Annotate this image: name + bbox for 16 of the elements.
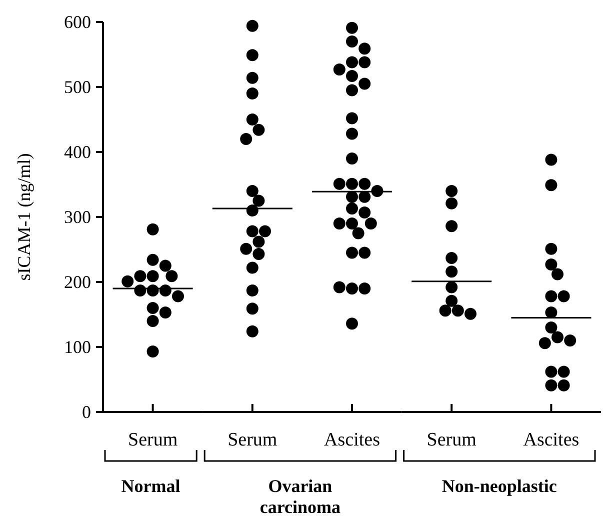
y-tick-label: 0 bbox=[82, 402, 91, 422]
x-axis-title: Ovarian carcinoma bbox=[260, 476, 341, 517]
x-tick-label: Serum bbox=[128, 429, 178, 450]
x-axis-title: Normal bbox=[121, 476, 180, 496]
x-axis-title: Non-neoplastic bbox=[442, 476, 557, 496]
y-tick-label: 600 bbox=[64, 12, 91, 32]
x-tick-label: Serum bbox=[228, 429, 278, 450]
y-tick-label: 200 bbox=[64, 272, 91, 292]
x-tick-label: Serum bbox=[426, 429, 477, 450]
x-tick-label: Ascites bbox=[324, 429, 380, 450]
y-axis-title: sICAM-1 (ng/ml) bbox=[14, 153, 34, 281]
y-tick-label: 100 bbox=[64, 336, 91, 357]
x-tick-label: Ascites bbox=[523, 429, 580, 450]
y-tick-label: 500 bbox=[64, 76, 91, 97]
y-tick-label: 400 bbox=[64, 142, 91, 162]
y-tick-label: 300 bbox=[64, 206, 91, 227]
